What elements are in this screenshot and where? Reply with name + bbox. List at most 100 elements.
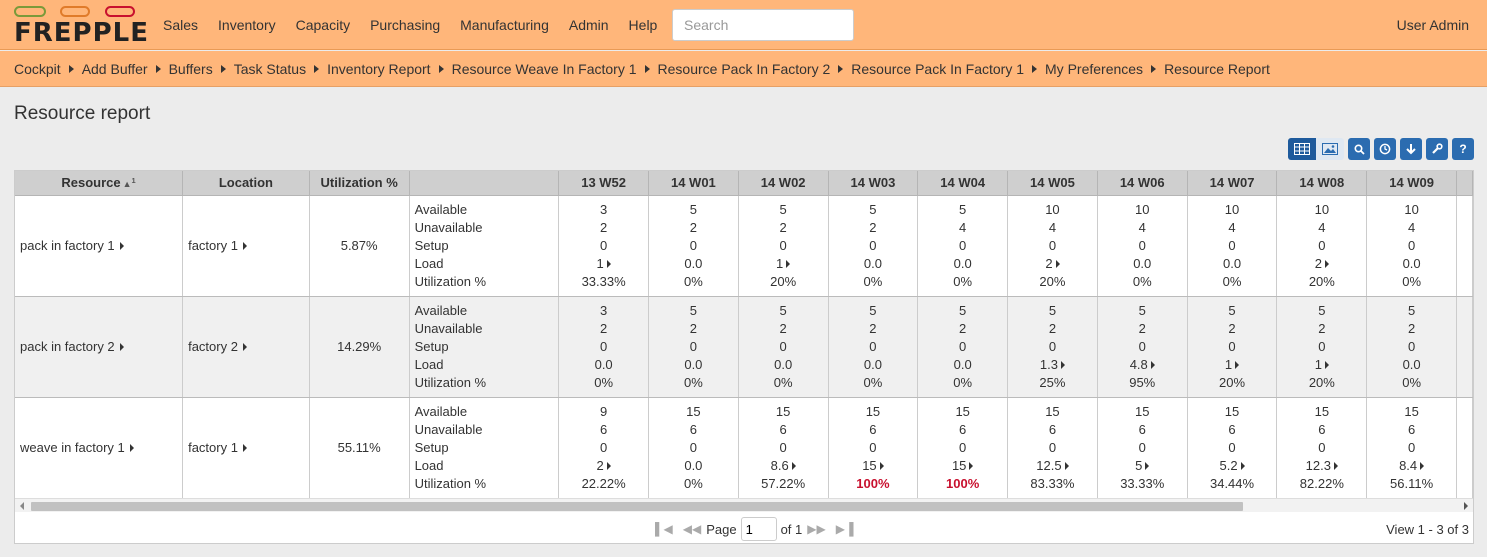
column-header-utilization[interactable]: Utilization % [309, 171, 410, 196]
caret-right-icon[interactable] [791, 461, 796, 470]
menu-manufacturing[interactable]: Manufacturing [460, 17, 549, 33]
caret-right-icon[interactable] [242, 343, 247, 351]
load-value[interactable]: 5.2 [1188, 457, 1277, 475]
menu-purchasing[interactable]: Purchasing [370, 17, 441, 33]
location-cell[interactable]: factory 2 [182, 296, 310, 398]
breadcrumb-item-buffers[interactable]: Buffers [169, 61, 234, 77]
caret-right-icon[interactable] [1055, 259, 1060, 268]
prev-page-icon[interactable]: ◀◀ [682, 522, 702, 536]
breadcrumb-label[interactable]: Resource Pack In Factory 2 [657, 60, 831, 77]
location-name[interactable]: factory 1 [188, 440, 238, 455]
load-number[interactable]: 4.8 [1129, 356, 1148, 372]
resource-name[interactable]: weave in factory 1 [20, 440, 125, 455]
graph-view-icon[interactable] [1316, 138, 1344, 160]
load-number[interactable]: 2 [1045, 255, 1053, 271]
column-header-location[interactable]: Location [182, 171, 310, 196]
location-cell[interactable]: factory 1 [182, 195, 310, 297]
caret-right-icon[interactable] [1240, 461, 1245, 470]
search-input[interactable] [672, 9, 854, 41]
load-number[interactable]: 15 [951, 457, 967, 473]
caret-right-icon[interactable] [242, 242, 247, 250]
caret-right-icon[interactable] [242, 444, 247, 452]
load-value[interactable]: 8.4 [1367, 457, 1456, 475]
breadcrumb-item-resource-weave[interactable]: Resource Weave In Factory 1 [452, 61, 658, 77]
load-number[interactable]: 8.4 [1399, 457, 1418, 473]
menu-help[interactable]: Help [628, 17, 658, 33]
scrollbar-thumb[interactable] [31, 502, 1243, 511]
caret-right-icon[interactable] [129, 444, 134, 452]
help-icon[interactable]: ? [1452, 138, 1474, 160]
breadcrumb-item-task-status[interactable]: Task Status [234, 61, 327, 77]
caret-right-icon[interactable] [119, 242, 124, 250]
wrench-icon[interactable] [1426, 138, 1448, 160]
caret-right-icon[interactable] [879, 461, 884, 470]
caret-right-icon[interactable] [1324, 259, 1329, 268]
search-icon[interactable] [1348, 138, 1370, 160]
header-label[interactable]: Resource [61, 175, 121, 191]
load-value[interactable]: 4.8 [1098, 356, 1187, 374]
load-value[interactable]: 1 [739, 255, 828, 273]
breadcrumb-item-cockpit[interactable]: Cockpit [14, 61, 82, 77]
next-page-icon[interactable]: ▶▶ [807, 522, 826, 536]
load-number[interactable]: 5.2 [1219, 457, 1238, 473]
time-icon[interactable] [1374, 138, 1396, 160]
load-number[interactable]: 1 [596, 255, 604, 271]
breadcrumb-label[interactable]: Cockpit [14, 60, 61, 77]
load-number[interactable]: 1 [1314, 356, 1322, 372]
resource-name[interactable]: pack in factory 2 [20, 339, 115, 354]
breadcrumb-label[interactable]: Inventory Report [327, 60, 431, 77]
resource-cell[interactable]: weave in factory 1 [15, 397, 184, 499]
load-number[interactable]: 1 [1224, 356, 1233, 372]
caret-right-icon[interactable] [1420, 461, 1425, 470]
frepple-logo[interactable]: FREPPLE [14, 6, 148, 47]
load-number[interactable]: 2 [596, 457, 604, 473]
table-view-icon[interactable] [1288, 138, 1316, 160]
load-number[interactable]: 2 [1314, 255, 1322, 271]
load-number[interactable]: 1 [776, 255, 784, 271]
menu-capacity[interactable]: Capacity [295, 17, 351, 33]
load-number[interactable]: 12.5 [1036, 457, 1062, 473]
breadcrumb-label[interactable]: Add Buffer [81, 60, 148, 77]
breadcrumb-item-resource-pack-2[interactable]: Resource Pack In Factory 2 [658, 61, 852, 77]
column-header-resource[interactable]: Resource ▲1 [15, 171, 184, 196]
horizontal-scrollbar[interactable] [15, 498, 1473, 512]
breadcrumb-label[interactable]: My Preferences [1045, 60, 1144, 77]
breadcrumb-item-inventory-report[interactable]: Inventory Report [327, 61, 452, 77]
last-page-icon[interactable]: ▶▐ [835, 522, 854, 536]
scroll-left-icon[interactable] [20, 502, 24, 510]
load-value[interactable]: 2 [559, 457, 648, 475]
caret-right-icon[interactable] [606, 259, 611, 268]
load-value[interactable]: 12.5 [1008, 457, 1097, 475]
load-value[interactable]: 15 [829, 457, 918, 475]
location-cell[interactable]: factory 1 [182, 397, 310, 499]
load-number[interactable]: 12.3 [1305, 457, 1331, 473]
caret-right-icon[interactable] [1145, 461, 1150, 470]
load-value[interactable]: 1 [559, 255, 648, 273]
menu-admin[interactable]: Admin [568, 17, 609, 33]
breadcrumb-item-add-buffer[interactable]: Add Buffer [82, 61, 169, 77]
load-number[interactable]: 1.3 [1039, 356, 1058, 372]
load-value[interactable]: 1 [1188, 356, 1277, 374]
breadcrumb-label[interactable]: Resource Weave In Factory 1 [451, 60, 637, 77]
page-number-input[interactable] [740, 517, 777, 541]
caret-right-icon[interactable] [1060, 360, 1065, 369]
location-name[interactable]: factory 2 [188, 339, 238, 354]
sort-icon[interactable]: ▲1 [122, 176, 136, 190]
load-value[interactable]: 1 [1277, 356, 1366, 374]
caret-right-icon[interactable] [1235, 360, 1240, 369]
breadcrumb-label[interactable]: Resource Pack In Factory 1 [851, 60, 1025, 77]
load-number[interactable]: 8.6 [770, 457, 789, 473]
caret-right-icon[interactable] [969, 461, 974, 470]
caret-right-icon[interactable] [119, 343, 124, 351]
user-menu[interactable]: User Admin [1396, 17, 1469, 33]
load-value[interactable]: 2 [1277, 255, 1366, 273]
breadcrumb-label[interactable]: Buffers [168, 60, 213, 77]
breadcrumb-item-resource-pack-1[interactable]: Resource Pack In Factory 1 [851, 61, 1045, 77]
load-value[interactable]: 1.3 [1008, 356, 1097, 374]
resource-cell[interactable]: pack in factory 2 [15, 296, 184, 398]
resource-name[interactable]: pack in factory 1 [20, 238, 115, 253]
load-number[interactable]: 15 [862, 457, 877, 473]
load-number[interactable]: 5 [1135, 457, 1143, 473]
scroll-right-icon[interactable] [1464, 502, 1468, 510]
load-value[interactable]: 12.3 [1277, 457, 1366, 475]
